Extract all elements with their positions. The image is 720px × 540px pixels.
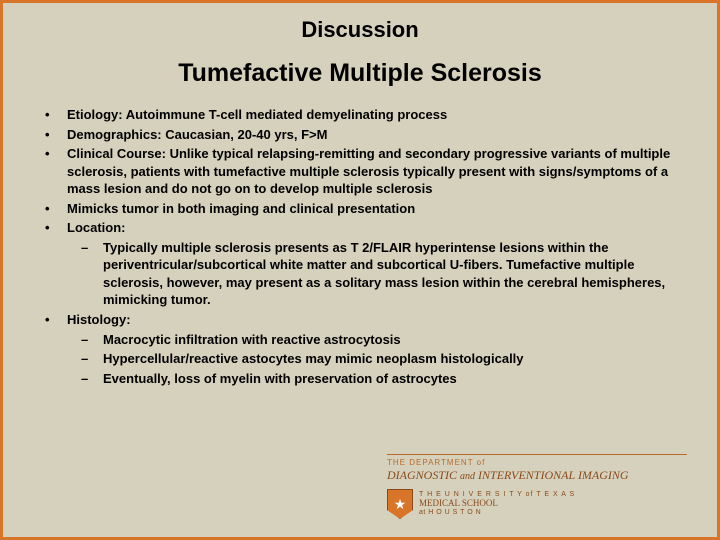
shield-icon: ★ bbox=[387, 489, 413, 519]
bullet-item: Histology: Macrocytic infiltration with r… bbox=[39, 311, 681, 387]
bullet-item: Clinical Course: Unlike typical relapsin… bbox=[39, 145, 681, 198]
university-row: ★ T H E U N I V E R S I T Y of T E X A S… bbox=[387, 489, 687, 519]
sub-list: Typically multiple sclerosis presents as… bbox=[67, 239, 681, 309]
bullet-text: Etiology: Autoimmune T-cell mediated dem… bbox=[67, 107, 447, 122]
dept-word-2: INTERVENTIONAL bbox=[478, 468, 575, 482]
dept-word-3: IMAGING bbox=[578, 468, 629, 482]
bullet-item: Mimicks tumor in both imaging and clinic… bbox=[39, 200, 681, 218]
sub-bullet-item: Typically multiple sclerosis presents as… bbox=[67, 239, 681, 309]
sub-list: Macrocytic infiltration with reactive as… bbox=[67, 331, 681, 388]
bullet-text: Mimicks tumor in both imaging and clinic… bbox=[67, 201, 415, 216]
bullet-item: Etiology: Autoimmune T-cell mediated dem… bbox=[39, 106, 681, 124]
uni-line-3: at H O U S T O N bbox=[419, 509, 575, 517]
bullet-text: Demographics: Caucasian, 20-40 yrs, F>M bbox=[67, 127, 327, 142]
bullet-text: Clinical Course: Unlike typical relapsin… bbox=[67, 146, 670, 196]
footer-logo: THE DEPARTMENT of DIAGNOSTIC and INTERVE… bbox=[387, 454, 687, 519]
dept-word-1: DIAGNOSTIC bbox=[387, 468, 457, 482]
dept-prefix: THE DEPARTMENT of bbox=[387, 454, 687, 467]
bullet-text: Location: bbox=[67, 220, 126, 235]
uni-medical: MEDICAL SCHOOL bbox=[419, 498, 498, 508]
star-icon: ★ bbox=[394, 497, 407, 511]
sub-bullet-item: Hypercellular/reactive astocytes may mim… bbox=[67, 350, 681, 368]
university-text: T H E U N I V E R S I T Y of T E X A S M… bbox=[419, 491, 575, 516]
sub-bullet-item: Eventually, loss of myelin with preserva… bbox=[67, 370, 681, 388]
dept-and: and bbox=[460, 471, 475, 482]
bullet-item: Demographics: Caucasian, 20-40 yrs, F>M bbox=[39, 126, 681, 144]
bullet-item: Location: Typically multiple sclerosis pr… bbox=[39, 219, 681, 309]
bullet-list: Etiology: Autoimmune T-cell mediated dem… bbox=[39, 106, 681, 387]
sub-bullet-item: Macrocytic infiltration with reactive as… bbox=[67, 331, 681, 349]
content-area: Etiology: Autoimmune T-cell mediated dem… bbox=[3, 106, 717, 387]
slide-subtitle: Tumefactive Multiple Sclerosis bbox=[3, 49, 717, 106]
uni-line-2: MEDICAL SCHOOL bbox=[419, 499, 575, 509]
dept-name: DIAGNOSTIC and INTERVENTIONAL IMAGING bbox=[387, 468, 687, 483]
bullet-text: Histology: bbox=[67, 312, 131, 327]
slide-title: Discussion bbox=[3, 3, 717, 49]
